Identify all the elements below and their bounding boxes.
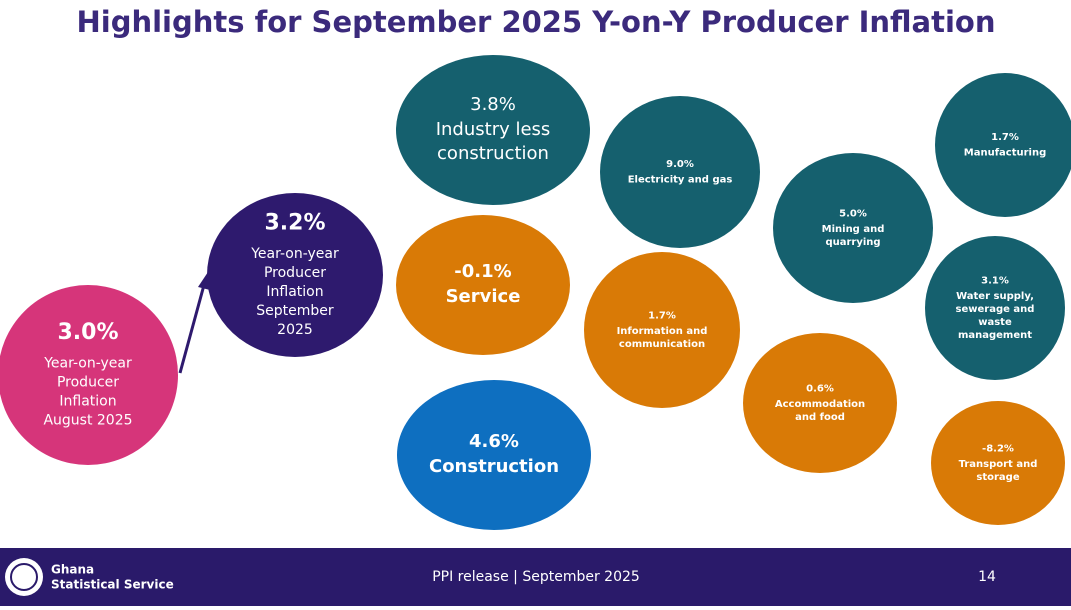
bubble-value: 3.8% <box>470 94 516 115</box>
bubble-label: 2025 <box>277 322 313 338</box>
bubble-label: August 2025 <box>43 413 132 429</box>
bubble-value: 1.7% <box>648 311 676 322</box>
bubble <box>925 236 1065 380</box>
bubble-label: Water supply, <box>956 291 1034 302</box>
logo-ring <box>10 563 38 591</box>
bubble-label: September <box>256 303 334 319</box>
bubble <box>743 333 897 473</box>
bubble-label: storage <box>976 472 1019 483</box>
title: Highlights for September 2025 Y-on-Y Pro… <box>77 5 996 39</box>
bubble-label: Industry less <box>436 119 551 140</box>
bubble-label: waste <box>978 317 1012 328</box>
bubble-label: Information and <box>617 326 708 337</box>
bubble <box>396 55 590 205</box>
bubble-label: management <box>958 330 1032 341</box>
bubble-label: Transport and <box>959 459 1038 470</box>
footer-bar <box>0 548 1071 606</box>
bubble-value: 5.0% <box>839 209 867 220</box>
bubble-label: Producer <box>264 265 326 281</box>
bubble-label: communication <box>619 339 705 350</box>
bubbles: 3.0% Year-on-year Producer Inflation August … <box>0 55 1071 530</box>
bubble-label: Service <box>446 286 521 307</box>
arrow-head <box>198 272 210 290</box>
bubble <box>935 73 1071 217</box>
bubble-value: 3.1% <box>981 276 1009 287</box>
bubble-label: Manufacturing <box>964 148 1047 159</box>
arrow <box>178 284 206 374</box>
bubble-value: 4.6% <box>469 431 519 452</box>
bubble <box>397 380 591 530</box>
bubble-value: 3.2% <box>264 211 325 236</box>
bubble-value: 0.6% <box>806 384 834 395</box>
org-name: Statistical Service <box>51 578 174 592</box>
bubble <box>600 96 760 248</box>
bubble <box>0 285 178 465</box>
org-name: Ghana <box>51 563 94 577</box>
bubble-label: Producer <box>57 375 119 391</box>
bubble-label: quarrying <box>825 237 880 248</box>
bubble-value: -8.2% <box>982 444 1014 455</box>
bubble-value: 9.0% <box>666 159 694 170</box>
bubble <box>773 153 933 303</box>
bubble-label: Electricity and gas <box>628 175 733 186</box>
bubble-label: Inflation <box>59 394 116 410</box>
bubble-label: sewerage and <box>956 304 1035 315</box>
bubble-label: Year-on-year <box>43 356 132 372</box>
bubble-value: -0.1% <box>454 261 511 282</box>
bubble <box>584 252 740 408</box>
page-number: 14 <box>978 569 996 585</box>
bubble-value: 1.7% <box>991 132 1019 143</box>
bubble-label: Mining and <box>822 224 885 235</box>
bubble <box>396 215 570 355</box>
bubble-label: Construction <box>429 456 559 477</box>
bubble <box>931 401 1065 525</box>
bubble-label: and food <box>795 412 845 423</box>
bubble-label: Accommodation <box>775 399 865 410</box>
bubble-label: Year-on-year <box>250 246 339 262</box>
bubble <box>207 193 383 357</box>
bubble-value: 3.0% <box>57 320 118 345</box>
bubble-label: construction <box>437 143 549 164</box>
bubble-label: Inflation <box>266 284 323 300</box>
footer-text: PPI release | September 2025 <box>432 569 640 585</box>
